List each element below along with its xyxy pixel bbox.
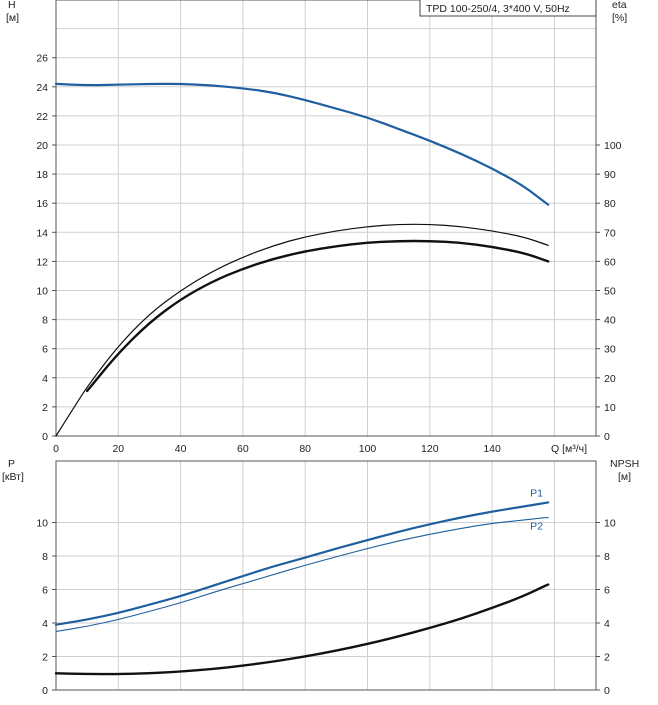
y-left-tick-label: 6 xyxy=(42,344,48,356)
y-left-tick-label: 14 xyxy=(36,227,48,239)
y-right-tick-label: 8 xyxy=(604,551,610,563)
y-left-axis-unit: [м] xyxy=(6,12,19,24)
y-right-tick-label: 80 xyxy=(604,198,616,210)
bottom-panel: 0 2 4 6 8 10 0 2 4 6 8 10 P[кВт] NPSH[м] P1 P2 xyxy=(2,458,639,697)
y-right-axis-label: eta xyxy=(612,0,627,11)
y-right-tick-label: 50 xyxy=(604,286,616,298)
y-left-tick-label: 4 xyxy=(42,618,48,630)
y-right-tick-label: 4 xyxy=(604,618,610,630)
series-label-p1: P1 xyxy=(530,487,543,499)
y-right-axis-unit: [%] xyxy=(612,12,627,24)
y-left-tick-label: 16 xyxy=(36,198,48,210)
y-left-tick-label: 2 xyxy=(42,402,48,414)
y-left-tick-label: 0 xyxy=(42,685,48,697)
x-tick-label: 100 xyxy=(359,443,377,455)
y-right-tick-label: 30 xyxy=(604,344,616,356)
y-left-tick-label: 24 xyxy=(36,82,48,94)
y-right-tick-label: 10 xyxy=(604,402,616,414)
y-right-tick-label: 100 xyxy=(604,140,622,152)
x-axis-label: Q [м³/ч] xyxy=(551,443,587,455)
x-tick-label: 60 xyxy=(237,443,249,455)
chart-title-group: TPD 100-250/4, 3*400 V, 50Hz xyxy=(419,0,597,17)
y-left-axis-unit: [кВт] xyxy=(2,471,24,483)
y-left-axis-label: P xyxy=(8,458,15,470)
y-left-tick-label: 26 xyxy=(36,53,48,65)
y-right-tick-label: 10 xyxy=(604,518,616,530)
y-left-tick-label: 18 xyxy=(36,169,48,181)
y-left-tick-label: 6 xyxy=(42,585,48,597)
y-left-axis-label: H xyxy=(8,0,16,11)
series-line-top-panel-0 xyxy=(54,82,550,206)
chart-title-box xyxy=(419,0,597,17)
y-left-tick-label: 22 xyxy=(36,111,48,123)
y-left-tick-label: 0 xyxy=(42,431,48,443)
series-line-p2 xyxy=(55,516,549,632)
x-tick-label: 40 xyxy=(175,443,187,455)
y-right-tick-label: 20 xyxy=(604,373,616,385)
series-line-top-panel-2 xyxy=(86,239,550,393)
y-right-tick-label: 70 xyxy=(604,227,616,239)
top-panel: 0246810121416182022242601020304050607080… xyxy=(6,0,627,455)
y-right-axis-label: NPSH xyxy=(610,458,639,470)
y-left-tick-label: 8 xyxy=(42,551,48,563)
y-right-tick-label: 0 xyxy=(604,685,610,697)
series-label-p2: P2 xyxy=(530,520,543,532)
y-left-tick-label: 12 xyxy=(36,256,48,268)
x-tick-label: 80 xyxy=(299,443,311,455)
y-left-tick-label: 10 xyxy=(36,518,48,530)
y-left-tick-label: 2 xyxy=(42,652,48,664)
y-left-tick-label: 4 xyxy=(42,373,48,385)
chart-title: TPD 100-250/4, 3*400 V, 50Hz xyxy=(426,3,570,15)
y-right-tick-label: 2 xyxy=(604,652,610,664)
series-line-p1 xyxy=(54,501,550,626)
y-left-tick-label: 8 xyxy=(42,315,48,327)
plot-frame xyxy=(55,460,597,691)
y-right-axis-unit: [м] xyxy=(618,471,631,483)
x-tick-label: 140 xyxy=(483,443,501,455)
series-line-bottom-panel-2 xyxy=(54,583,550,676)
y-right-tick-label: 6 xyxy=(604,585,610,597)
x-tick-label: 20 xyxy=(112,443,124,455)
x-tick-label: 0 xyxy=(53,443,59,455)
y-right-tick-label: 60 xyxy=(604,256,616,268)
x-tick-label: 120 xyxy=(421,443,439,455)
series-line-top-panel-1 xyxy=(55,223,549,437)
y-left-tick-label: 20 xyxy=(36,140,48,152)
y-right-tick-label: 0 xyxy=(604,431,610,443)
y-left-tick-label: 10 xyxy=(36,286,48,298)
y-right-tick-label: 40 xyxy=(604,315,616,327)
plot-frame xyxy=(55,0,597,437)
y-right-tick-label: 90 xyxy=(604,169,616,181)
